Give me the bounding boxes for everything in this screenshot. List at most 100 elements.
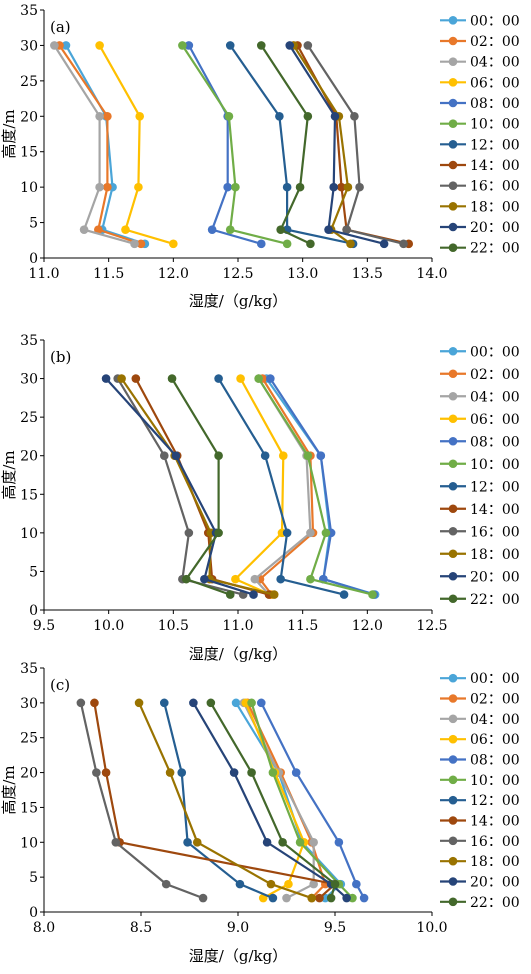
legend-marker: [448, 57, 458, 66]
data-point: [337, 182, 346, 192]
legend-label: 00：00: [470, 13, 520, 29]
data-point: [225, 590, 235, 599]
data-point: [247, 768, 256, 777]
y-tick-label: 20: [20, 766, 38, 782]
legend-marker: [448, 816, 458, 825]
x-tick-label: 10.0: [93, 618, 124, 634]
data-point: [231, 698, 241, 708]
y-tick-label: 0: [29, 603, 38, 619]
data-point: [399, 239, 408, 249]
series-line: [181, 44, 288, 245]
data-point: [223, 182, 232, 192]
legend-marker: [448, 222, 458, 232]
data-point: [254, 374, 263, 383]
data-point: [282, 893, 291, 903]
legend-marker: [448, 897, 458, 907]
y-tick-label: 30: [20, 696, 38, 712]
legend-label: 14：00: [470, 502, 520, 518]
series-line: [258, 378, 315, 596]
panel-label: (c): [50, 676, 70, 694]
data-point: [95, 41, 104, 50]
y-tick-label: 35: [20, 3, 38, 19]
data-point: [92, 768, 101, 777]
legend-label: 04：00: [470, 712, 520, 728]
data-point: [268, 768, 278, 777]
legend-label: 10：00: [470, 117, 520, 133]
legend-marker: [448, 775, 458, 785]
data-point: [200, 574, 209, 584]
data-point: [309, 837, 318, 847]
data-point: [303, 41, 313, 50]
y-tick-label: 10: [20, 835, 38, 851]
data-point: [207, 225, 217, 234]
x-axis-title: 湿度/（g/kg）: [189, 645, 287, 663]
data-point: [214, 451, 223, 461]
data-point: [309, 879, 318, 889]
legend-label: 16：00: [470, 834, 520, 850]
y-tick-label: 5: [29, 870, 38, 886]
legend-marker: [448, 436, 458, 446]
legend-label: 14：00: [470, 814, 520, 830]
data-point: [183, 837, 192, 847]
legend-marker: [448, 836, 458, 846]
legend-label: 06：00: [470, 412, 520, 428]
data-point: [306, 528, 315, 538]
data-point: [355, 182, 364, 192]
y-tick-label: 30: [20, 372, 38, 388]
y-tick-label: 10: [20, 526, 38, 542]
data-point: [134, 182, 143, 192]
data-point: [198, 893, 208, 903]
series-line: [296, 44, 409, 245]
series-line: [134, 378, 270, 596]
legend-marker: [448, 119, 458, 128]
data-point: [235, 879, 245, 889]
data-point: [268, 893, 278, 903]
legend-marker: [448, 549, 458, 559]
legend-marker: [448, 594, 458, 604]
legend-marker: [448, 160, 458, 170]
data-point: [269, 590, 279, 599]
y-tick-label: 15: [20, 487, 38, 503]
data-point: [189, 698, 198, 708]
y-tick-label: 20: [20, 109, 38, 125]
x-tick-label: 8.5: [130, 920, 152, 936]
y-tick-label: 25: [20, 731, 38, 747]
data-point: [303, 111, 313, 121]
legend-label: 20：00: [470, 569, 520, 585]
data-point: [350, 111, 359, 121]
legend-label: 18：00: [470, 547, 520, 563]
data-point: [229, 768, 239, 777]
series-line: [93, 702, 338, 899]
data-point: [61, 41, 71, 50]
data-point: [95, 111, 104, 121]
series-line: [105, 377, 254, 596]
y-tick-label: 5: [29, 564, 38, 580]
legend-marker: [448, 78, 458, 87]
legend-label: 04：00: [470, 55, 520, 71]
legend-marker: [448, 504, 458, 514]
data-point: [117, 374, 126, 383]
legend-marker: [448, 734, 458, 744]
legend-label: 00：00: [470, 671, 520, 687]
legend-label: 08：00: [470, 434, 520, 450]
data-point: [291, 768, 301, 777]
data-point: [368, 590, 377, 599]
data-point: [326, 893, 336, 903]
data-point: [206, 698, 216, 708]
data-point: [121, 225, 130, 234]
data-point: [379, 239, 389, 249]
legend-marker: [448, 202, 458, 211]
data-point: [50, 41, 59, 50]
x-tick-label: 9.5: [324, 920, 346, 936]
x-tick-label: 13.0: [287, 266, 318, 282]
data-point: [295, 182, 305, 192]
x-tick-label: 9.5: [33, 618, 55, 634]
legend-marker: [448, 795, 458, 805]
y-axis-title: 高度/m: [0, 765, 18, 814]
legend-marker: [448, 98, 458, 108]
data-point: [103, 111, 112, 121]
data-point: [165, 768, 175, 777]
legend-label: 08：00: [470, 96, 520, 112]
data-point: [330, 879, 340, 889]
legend-marker: [448, 877, 458, 886]
